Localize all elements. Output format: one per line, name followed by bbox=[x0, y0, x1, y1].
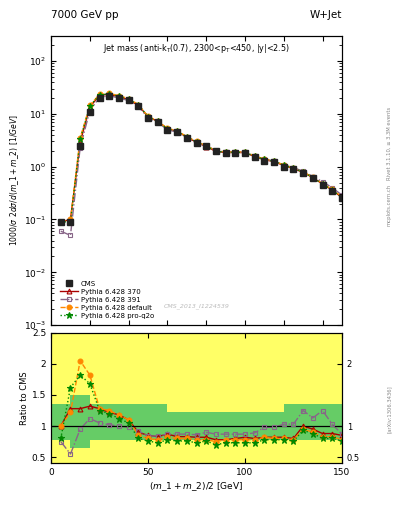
Bar bbox=[70, 333, 90, 463]
Bar bbox=[303, 404, 323, 440]
Bar bbox=[187, 333, 206, 463]
Text: W+Jet: W+Jet bbox=[310, 10, 342, 20]
Bar bbox=[323, 333, 342, 463]
Bar bbox=[206, 333, 226, 463]
Y-axis label: Ratio to CMS: Ratio to CMS bbox=[20, 371, 29, 425]
Bar bbox=[109, 333, 129, 463]
Bar bbox=[109, 404, 129, 440]
Bar bbox=[167, 412, 187, 440]
Text: Jet mass (anti-k$_\mathrm{T}$(0.7), 2300<p$_\mathrm{T}$<450, |y|<2.5): Jet mass (anti-k$_\mathrm{T}$(0.7), 2300… bbox=[103, 41, 290, 55]
Bar bbox=[90, 333, 109, 463]
Bar bbox=[303, 333, 323, 463]
Bar bbox=[129, 333, 148, 463]
Text: Rivet 3.1.10, ≥ 3.3M events: Rivet 3.1.10, ≥ 3.3M events bbox=[387, 106, 391, 180]
Bar bbox=[264, 412, 284, 440]
Bar bbox=[206, 412, 226, 440]
Bar bbox=[187, 412, 206, 440]
Bar bbox=[90, 404, 109, 440]
Bar bbox=[226, 333, 245, 463]
X-axis label: $(m\_1 + m\_2) / 2$ [GeV]: $(m\_1 + m\_2) / 2$ [GeV] bbox=[149, 480, 244, 493]
Text: CMS_2013_I1224539: CMS_2013_I1224539 bbox=[163, 304, 230, 309]
Bar bbox=[284, 333, 303, 463]
Bar bbox=[167, 333, 187, 463]
Bar bbox=[245, 333, 264, 463]
Bar bbox=[70, 395, 90, 448]
Bar bbox=[129, 404, 148, 440]
Bar bbox=[148, 333, 167, 463]
Bar bbox=[51, 333, 70, 463]
Bar bbox=[264, 333, 284, 463]
Bar bbox=[284, 404, 303, 440]
Y-axis label: $1000/\sigma\ 2d\sigma/d(m\_1 + m\_2)\ [1/GeV]$: $1000/\sigma\ 2d\sigma/d(m\_1 + m\_2)\ [… bbox=[8, 115, 21, 246]
Bar bbox=[226, 412, 245, 440]
Bar bbox=[148, 404, 167, 440]
Text: mcplots.cern.ch: mcplots.cern.ch bbox=[387, 184, 391, 226]
Bar bbox=[245, 412, 264, 440]
Bar bbox=[323, 404, 342, 440]
Text: 7000 GeV pp: 7000 GeV pp bbox=[51, 10, 119, 20]
Text: [arXiv:1306.3436]: [arXiv:1306.3436] bbox=[387, 386, 391, 434]
Legend: CMS, Pythia 6.428 370, Pythia 6.428 391, Pythia 6.428 default, Pythia 6.428 pro-: CMS, Pythia 6.428 370, Pythia 6.428 391,… bbox=[57, 278, 157, 322]
Bar bbox=[51, 404, 70, 440]
